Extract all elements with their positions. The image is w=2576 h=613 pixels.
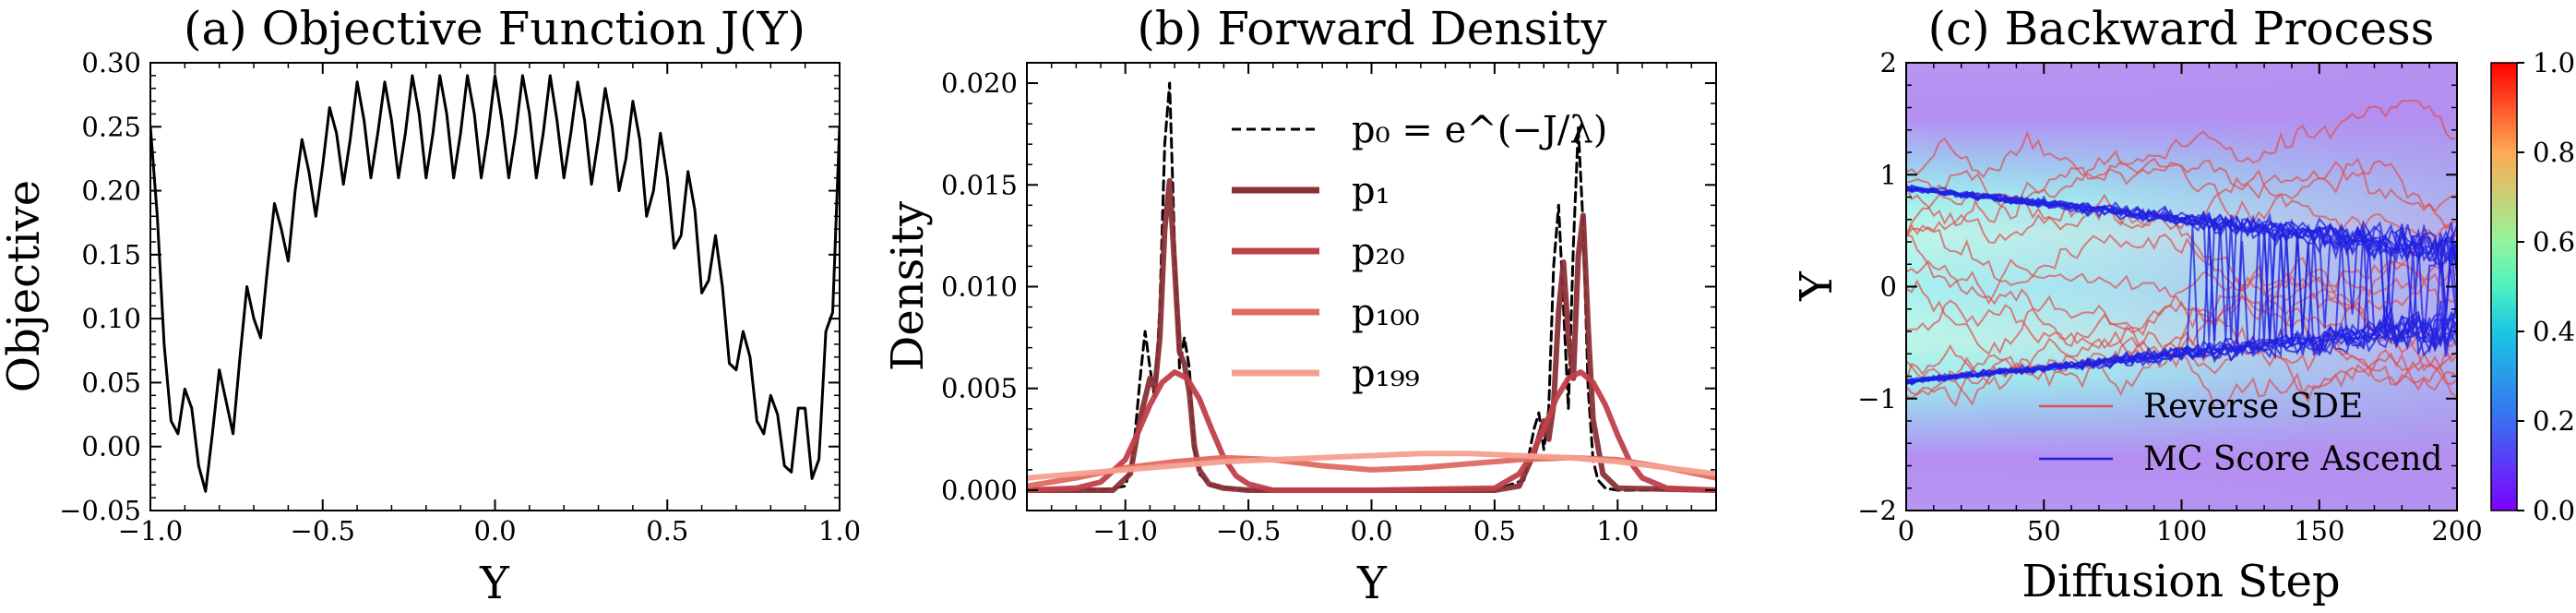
panel-b-title: (b) Forward Density <box>1137 2 1607 55</box>
panel-b-legend: p₀ = e^(−J/λ) p₁ p₂₀ p₁₀₀ p₁₉₉ <box>1232 109 1607 395</box>
panel-b-xtick-label: −1.0 <box>1093 515 1158 547</box>
mc-score-trajectory <box>1906 186 2457 344</box>
colorbar <box>2490 62 2518 511</box>
panel-c-xtick-label: 200 <box>2431 515 2482 547</box>
panel-b-legend-label: p₁₀₀ <box>1352 292 1420 334</box>
colorbar-tick-label: 0.0 <box>2533 495 2575 526</box>
panel-c-xtick-label: 100 <box>2156 515 2207 547</box>
colorbar-tick-label: 0.8 <box>2533 137 2575 168</box>
panel-a-frame <box>149 62 841 511</box>
panel-b-series-2 <box>1027 369 1716 493</box>
panel-c-xtick-label: 50 <box>2027 515 2061 547</box>
panel-a-ytick-label: 0.05 <box>81 367 141 398</box>
panel-c-ytick-label: −1 <box>1857 383 1897 415</box>
panel-b-ytick-label: 0.000 <box>941 475 1018 506</box>
mc-score-trajectory <box>1906 224 2457 384</box>
panel-backward: (c) Backward Process 0 50 100 150 200 −2 −1 0 1 2… <box>1791 2 2575 607</box>
panel-a-xtick-label: 1.0 <box>818 515 861 547</box>
panel-c-xtick-label: 150 <box>2294 515 2344 547</box>
panel-c-xtick-label: 0 <box>1898 515 1914 547</box>
reverse-sde-trajectory <box>1906 157 2457 245</box>
panel-b-ytick-label: 0.005 <box>941 373 1018 404</box>
panel-a-xtick-label: 0.5 <box>646 515 688 547</box>
panel-b-xtick-label: 0.5 <box>1473 515 1516 547</box>
panel-a-ytick-label: 0.30 <box>81 47 141 78</box>
mc-score-trajectory <box>1906 231 2457 386</box>
panel-c-legend-label: MC Score Ascend <box>2143 440 2442 478</box>
colorbar-tick-label: 0.4 <box>2533 316 2575 347</box>
panel-b-series-4 <box>1027 451 1716 481</box>
panel-a-ytick-label: −0.05 <box>59 495 141 526</box>
panel-a-ytick-label: 0.00 <box>81 431 141 463</box>
panel-b-ytick-label: 0.020 <box>941 67 1018 99</box>
panel-b-xtick-label: 0.0 <box>1350 515 1392 547</box>
panel-b-xtick-label: 1.0 <box>1596 515 1639 547</box>
colorbar-tick-label: 1.0 <box>2533 47 2575 78</box>
panel-b-legend-label: p₀ = e^(−J/λ) <box>1352 109 1607 151</box>
panel-a-xtick-label: −0.5 <box>291 515 355 547</box>
panel-a-ytick-label: 0.25 <box>81 111 141 142</box>
panel-c-legend-label: Reverse SDE <box>2143 388 2363 426</box>
panel-b-legend-label: p₂₀ <box>1352 231 1405 273</box>
panel-b-legend-label: p₁₉₉ <box>1352 353 1420 395</box>
panel-c-title: (c) Backward Process <box>1928 2 2435 55</box>
mc-score-trajectory <box>1906 185 2457 262</box>
panel-b-xlabel: Y <box>1356 558 1388 609</box>
panel-b-ytick-label: 0.015 <box>941 169 1018 200</box>
reverse-sde-trajectory <box>1906 279 2457 386</box>
reverse-sde-trajectory <box>1906 99 2457 238</box>
colorbar-tick-label: 0.2 <box>2533 405 2575 437</box>
panel-c-ytick-label: −2 <box>1857 495 1897 526</box>
panel-a-xlabel: Y <box>479 558 510 609</box>
panel-a-series-0 <box>150 74 840 493</box>
panel-a-ytick-label: 0.10 <box>81 303 141 334</box>
mc-score-trajectory <box>1906 236 2457 386</box>
reverse-sde-trajectory <box>1906 234 2457 398</box>
panel-a-ytick-label: 0.15 <box>81 239 141 270</box>
panel-a-ytick-label: 0.20 <box>81 175 141 207</box>
colorbar-tick-label: 0.6 <box>2533 226 2575 258</box>
panel-c-ytick-label: 2 <box>1880 47 1897 78</box>
panel-b-legend-label: p₁ <box>1352 170 1390 212</box>
panel-c-xlabel: Diffusion Step <box>2021 556 2340 607</box>
panel-b-xtick-label: −0.5 <box>1216 515 1281 547</box>
panel-c-legend: Reverse SDE MC Score Ascend <box>2039 388 2442 478</box>
reverse-sde-trajectory <box>1906 223 2457 297</box>
panel-c-ytick-label: 0 <box>1880 271 1897 303</box>
panel-objective: (a) Objective Function J(Y) −1.0 −0.5 0.0 0… <box>0 2 861 609</box>
panel-b-ytick-label: 0.010 <box>941 271 1018 303</box>
panel-a-title: (a) Objective Function J(Y) <box>184 2 805 55</box>
panel-density: (b) Forward Density −1.0 −0.5 0.0 0.5 1.0 0.0… <box>882 2 1717 609</box>
panel-c-ylabel: Y <box>1791 270 1843 302</box>
panel-a-xtick-label: −1.0 <box>118 515 183 547</box>
panel-c-ytick-label: 1 <box>1880 159 1897 190</box>
panel-a-xtick-label: 0.0 <box>473 515 516 547</box>
panel-b-ylabel: Density <box>882 201 934 371</box>
panel-a-ylabel: Objective <box>0 180 50 392</box>
